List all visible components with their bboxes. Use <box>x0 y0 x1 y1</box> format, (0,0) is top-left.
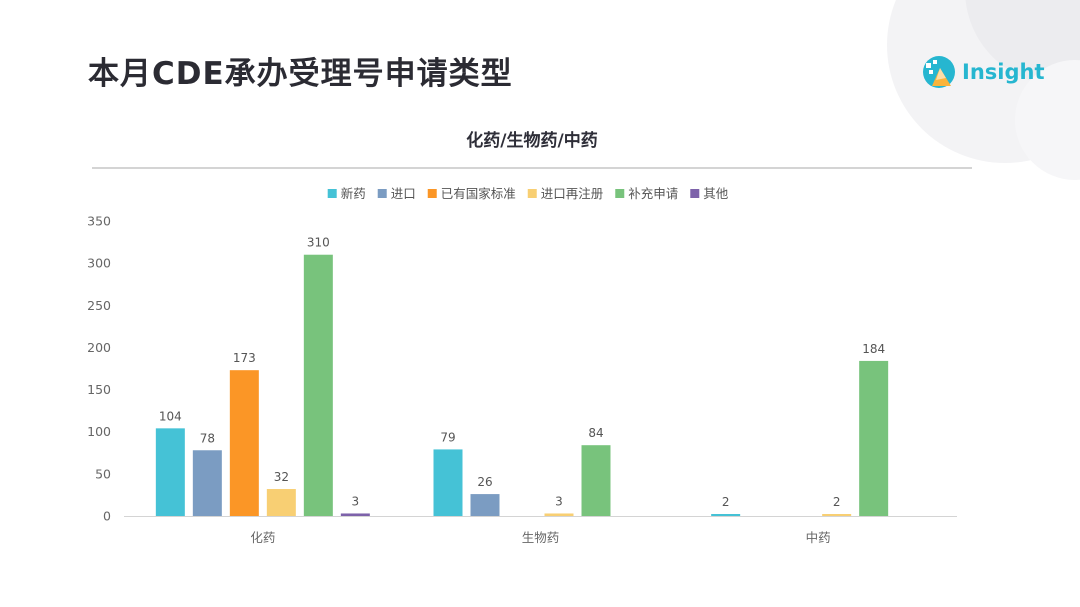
legend-item: 补充申请 <box>615 186 678 201</box>
legend-swatch <box>427 189 437 198</box>
y-tick-label: 50 <box>95 466 111 481</box>
bar <box>544 513 574 516</box>
x-tick-label: 生物药 <box>522 530 560 545</box>
data-label: 310 <box>307 236 330 250</box>
x-tick-label: 化药 <box>250 530 275 545</box>
y-tick-label: 150 <box>87 382 111 397</box>
y-tick-label: 300 <box>87 256 111 271</box>
legend-label: 补充申请 <box>628 186 678 201</box>
bar <box>433 449 463 516</box>
legend-label: 进口 <box>391 186 416 201</box>
y-axis: 0 50 100 150 200 250 300 350 <box>87 214 111 524</box>
bar <box>266 489 296 516</box>
data-label: 79 <box>440 430 455 444</box>
data-label: 184 <box>862 342 885 356</box>
data-label: 104 <box>159 409 182 423</box>
legend-swatch <box>327 189 337 198</box>
legend-label: 已有国家标准 <box>441 186 516 201</box>
y-tick-label: 250 <box>87 298 111 313</box>
chart-title: 化药/生物药/中药 <box>466 130 597 151</box>
data-label: 3 <box>555 494 563 508</box>
legend-item: 其他 <box>690 186 729 201</box>
legend-item: 进口再注册 <box>527 186 604 201</box>
x-tick-label: 中药 <box>806 530 831 545</box>
bar <box>155 428 185 516</box>
bar <box>711 514 741 516</box>
legend-swatch <box>527 189 537 198</box>
bar <box>859 360 889 516</box>
bars <box>155 254 889 516</box>
brand-name: Insight <box>962 60 1045 84</box>
bar <box>229 370 259 516</box>
legend-item: 已有国家标准 <box>427 186 516 201</box>
data-label: 2 <box>722 495 730 509</box>
bar <box>822 514 852 516</box>
x-axis: 化药 生物药 中药 <box>250 530 830 545</box>
brand-logo: Insight <box>920 52 1044 92</box>
page-title: 本月CDE承办受理号申请类型 <box>88 56 513 92</box>
legend-label: 进口再注册 <box>541 186 604 201</box>
legend-swatch <box>615 189 625 198</box>
bar <box>192 450 222 516</box>
legend: 新药 进口 已有国家标准 进口再注册 补充申请 其他 <box>327 186 729 201</box>
y-tick-label: 100 <box>87 424 111 439</box>
data-label: 26 <box>477 475 492 489</box>
bar <box>303 254 333 516</box>
bar <box>340 513 370 516</box>
data-label: 173 <box>233 351 256 365</box>
y-tick-label: 200 <box>87 340 111 355</box>
legend-item: 新药 <box>327 186 366 201</box>
data-label: 32 <box>274 470 289 484</box>
y-tick-label: 0 <box>103 509 111 524</box>
data-label: 2 <box>833 495 841 509</box>
data-label: 78 <box>200 431 215 445</box>
data-label: 84 <box>588 426 603 440</box>
legend-label: 其他 <box>703 186 729 201</box>
y-tick-label: 350 <box>87 214 111 229</box>
data-label: 3 <box>352 494 360 508</box>
bar <box>581 445 611 516</box>
legend-item: 进口 <box>377 186 416 201</box>
legend-label: 新药 <box>341 186 366 201</box>
insight-logo-icon <box>923 56 955 88</box>
legend-swatch <box>377 189 387 198</box>
data-labels: 104 78 173 32 310 3 79 26 3 84 2 2 184 <box>159 236 885 509</box>
bar <box>470 494 500 516</box>
legend-swatch <box>690 189 700 198</box>
